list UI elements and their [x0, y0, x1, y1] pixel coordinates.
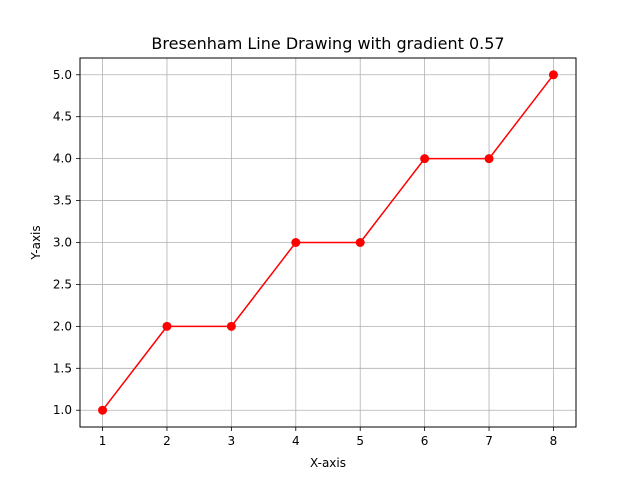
data-point-marker: [484, 154, 494, 164]
x-tick-label: 1: [99, 434, 107, 448]
data-point-marker: [548, 70, 558, 80]
x-tick-label: 4: [292, 434, 300, 448]
y-tick-label: 5.0: [53, 68, 72, 82]
data-point-marker: [98, 405, 108, 415]
y-tick-label: 1.0: [53, 403, 72, 417]
series-line: [101, 74, 555, 411]
x-tick-label: 6: [421, 434, 429, 448]
x-tick-label: 8: [550, 434, 558, 448]
y-axis-label: Y-axis: [29, 225, 43, 260]
y-tick-label: 3.5: [53, 194, 72, 208]
y-tick-label: 4.0: [53, 152, 72, 166]
y-tick-label: 1.5: [53, 361, 72, 375]
x-axis-label: X-axis: [310, 456, 346, 470]
x-tick-label: 3: [228, 434, 236, 448]
y-tick-label: 4.5: [53, 110, 72, 124]
y-axis-ticks: 1.0 1.5 2.0 2.5 3.0 3.5 4.0 4.5 5.0: [53, 68, 80, 417]
series-layer: [98, 70, 558, 415]
data-point-marker: [226, 321, 236, 331]
y-tick-label: 2.0: [53, 319, 72, 333]
x-tick-label: 5: [356, 434, 364, 448]
data-point-marker: [162, 321, 172, 331]
data-point-marker: [420, 154, 430, 164]
data-point-marker: [355, 238, 365, 247]
x-tick-label: 2: [163, 434, 171, 448]
y-tick-label: 2.5: [53, 277, 72, 291]
chart-title: Bresenham Line Drawing with gradient 0.5…: [151, 34, 504, 53]
y-tick-label: 3.0: [53, 236, 72, 250]
x-axis-ticks: 1 2 3 4 5 6 7 8: [99, 427, 558, 448]
x-tick-label: 7: [485, 434, 493, 448]
data-point-marker: [291, 238, 301, 247]
